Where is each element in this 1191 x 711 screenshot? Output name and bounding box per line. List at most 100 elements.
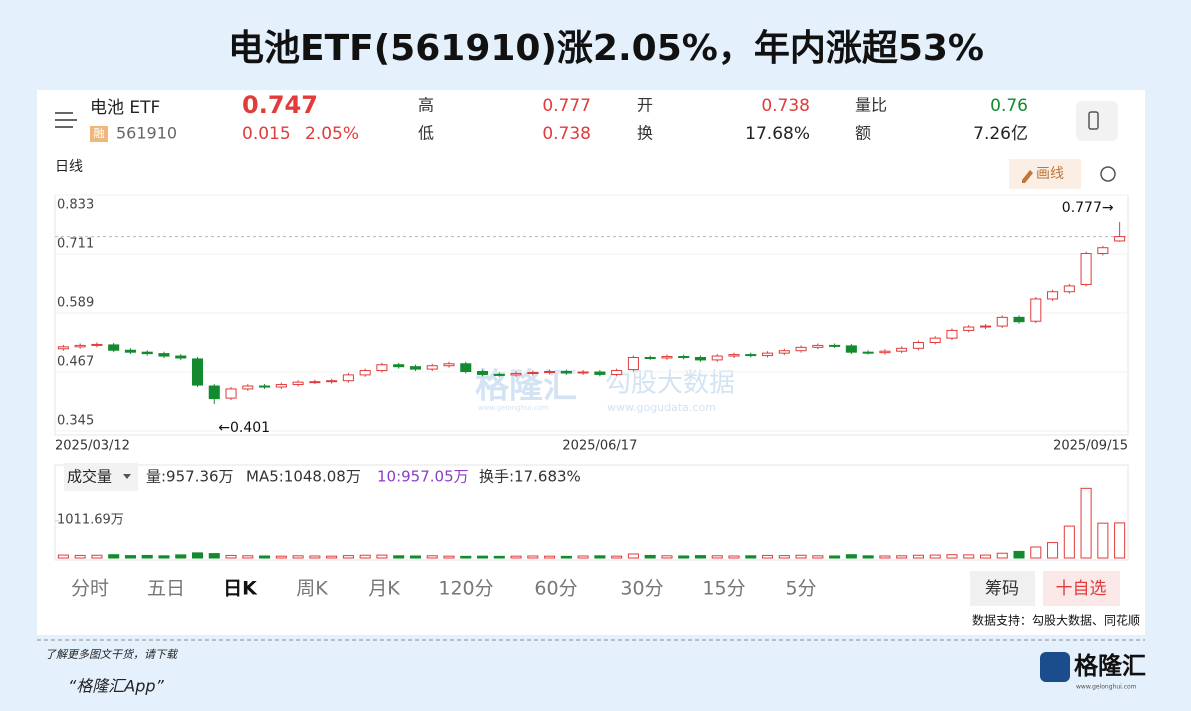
candle-body <box>443 363 455 367</box>
period-tab[interactable]: 60分 <box>534 578 577 600</box>
watchlist-button[interactable] <box>1043 571 1120 606</box>
volume-bar <box>1030 546 1042 559</box>
volume-bar <box>443 555 455 559</box>
field-value: 0.738 <box>761 96 810 116</box>
candle-body <box>912 342 924 349</box>
candle-body <box>208 385 220 400</box>
candle-body <box>191 358 204 386</box>
stock-code: 561910 <box>116 124 177 143</box>
candle-body <box>812 344 824 348</box>
volume-bar <box>426 555 438 559</box>
volume-bar <box>929 554 941 559</box>
candle-body <box>426 365 438 370</box>
high-label: 0.777→ <box>1062 200 1114 216</box>
x-tick-label: 2025/03/12 <box>55 439 130 454</box>
period-tab[interactable]: 周K <box>296 578 328 600</box>
footer-logo: 格隆汇 <box>1074 652 1146 680</box>
volume-bar <box>1097 522 1109 559</box>
price: 0.747 <box>242 91 318 119</box>
candle-body <box>74 344 86 348</box>
volume-bar <box>644 554 656 559</box>
candle-body <box>309 381 321 384</box>
volume-bar <box>946 554 958 559</box>
candle-body <box>1097 247 1109 255</box>
card <box>37 90 1145 635</box>
candle-body <box>225 388 237 399</box>
volume-bar <box>342 555 354 559</box>
candle-body <box>795 346 807 352</box>
field-value: 0.76 <box>990 96 1028 116</box>
volume-bar <box>124 555 136 559</box>
volume-label: 成交量 <box>67 468 112 486</box>
candle-body <box>124 349 136 353</box>
candle-body <box>242 385 254 390</box>
volume-bar <box>376 554 388 559</box>
volume-bar <box>175 554 187 559</box>
watermark-partner: 勾股大数据 <box>605 369 735 399</box>
candle-body <box>460 363 472 373</box>
period-tab[interactable]: 分时 <box>71 578 109 600</box>
field-label: 低 <box>418 124 434 143</box>
volume-bar <box>762 554 774 559</box>
headline: 电池ETF(561910)涨2.05%，年内涨超53% <box>228 28 984 69</box>
candle-body <box>896 347 908 352</box>
period: 日线 <box>55 159 83 175</box>
volume-bar <box>242 555 254 559</box>
volume-bar <box>661 555 673 559</box>
volume-stat: 量:957.36万 <box>146 468 234 486</box>
volume-bar <box>963 554 975 559</box>
y-tick-label: 0.589 <box>57 296 94 311</box>
candle-body <box>611 370 623 375</box>
field-value: 0.738 <box>542 124 591 144</box>
badge: 融 <box>94 127 105 140</box>
candle-body <box>1030 298 1042 322</box>
volume-bar <box>74 554 86 559</box>
volume-bar <box>611 555 623 559</box>
volume-bar <box>208 553 220 559</box>
period-tab[interactable]: 120分 <box>438 578 493 600</box>
watermark-brand: 格隆汇 <box>475 367 577 407</box>
candle-body <box>627 356 639 371</box>
candle-body <box>644 356 656 359</box>
candle-body <box>1080 253 1092 285</box>
period-tab[interactable]: 五日 <box>147 578 185 600</box>
candle-body <box>108 344 120 351</box>
draw-button[interactable] <box>1009 159 1081 189</box>
candle-body <box>678 356 690 359</box>
candle-body <box>694 356 707 361</box>
volume-bar <box>896 555 908 559</box>
period-tab[interactable]: 30分 <box>620 578 663 600</box>
period-tab[interactable]: 日K <box>223 578 258 600</box>
candle-body <box>141 351 153 355</box>
candle-body <box>929 337 941 344</box>
chips-button[interactable] <box>970 571 1035 606</box>
period-tab[interactable]: 5分 <box>785 578 816 600</box>
candle-body <box>762 352 774 357</box>
period-tab[interactable]: 15分 <box>702 578 745 600</box>
volume-bar <box>594 555 606 559</box>
candle-body <box>778 350 790 354</box>
x-tick-label: 2025/09/15 <box>1053 439 1128 454</box>
volume-bar <box>1047 542 1059 559</box>
candle-body <box>661 356 673 359</box>
change-pct: 2.05% <box>305 124 359 144</box>
candle-body <box>862 351 874 354</box>
draw-button-text: 画线 <box>1036 166 1064 182</box>
menu-icon <box>55 112 77 128</box>
candle-body <box>963 326 975 331</box>
volume-bar <box>829 555 841 559</box>
volume-bar <box>225 554 237 559</box>
candle-body <box>594 371 606 375</box>
layout-button[interactable] <box>1076 101 1118 141</box>
settings-icon[interactable] <box>1100 166 1116 182</box>
candle-body <box>476 371 489 375</box>
volume-bar <box>678 555 690 559</box>
watermark-url: www.gelonghui.com <box>478 404 549 412</box>
period-tab[interactable]: 月K <box>368 578 400 600</box>
volume-bar <box>359 554 371 559</box>
field-label: 额 <box>855 124 871 143</box>
volume-bar <box>1063 525 1075 559</box>
candle-body <box>979 325 992 328</box>
candle-body <box>1047 291 1059 300</box>
